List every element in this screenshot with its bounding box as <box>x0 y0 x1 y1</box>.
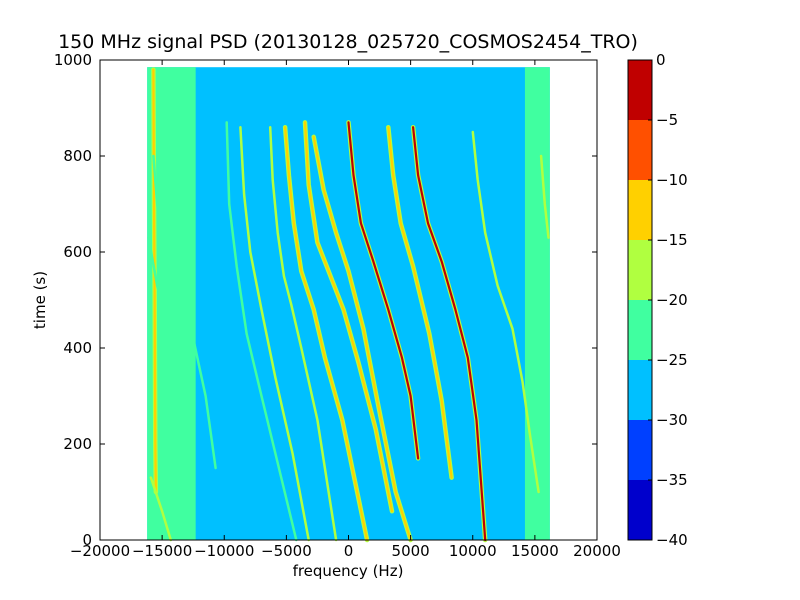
x-tick-label: −15000 <box>132 542 192 560</box>
y-tick-label: 0 <box>82 531 92 549</box>
signal-trace-13 <box>412 126 487 542</box>
signal-trace-4 <box>149 476 173 542</box>
signal-trace-3 <box>147 236 174 340</box>
x-tick-label: −10000 <box>194 542 254 560</box>
colorbar-tick-label: −35 <box>656 471 688 489</box>
y-tick-label: 400 <box>63 339 92 357</box>
colorbar-tick-label: 0 <box>656 51 666 69</box>
signal-trace-8 <box>284 126 369 542</box>
y-axis-label: time (s) <box>31 271 49 329</box>
colorbar-tick-label: −40 <box>656 531 688 549</box>
colorbar-segment <box>628 480 652 540</box>
colorbar-segment <box>628 360 652 420</box>
signal-trace-9 <box>303 121 394 513</box>
x-tick-label: 5000 <box>392 542 430 560</box>
x-tick-label: 0 <box>344 542 354 560</box>
colorbar-segment <box>628 180 652 240</box>
signal-trace-7 <box>268 125 338 542</box>
x-axis-label: frequency (Hz) <box>293 562 404 580</box>
x-tick-label: −20000 <box>70 542 130 560</box>
y-tick-label: 600 <box>63 243 92 261</box>
colorbar-tick-label: −30 <box>656 411 688 429</box>
heatmap-edge-band-2 <box>524 67 550 540</box>
y-axis: 0 200 400 600 800 1000 <box>54 51 597 549</box>
signal-trace-11 <box>347 121 420 460</box>
heatmap-area <box>147 67 550 543</box>
colorbar-segment <box>628 300 652 360</box>
signal-trace-12 <box>387 126 453 479</box>
colorbar-segment <box>628 60 652 120</box>
signal-trace-14 <box>471 130 540 494</box>
x-tick-label: 10000 <box>449 542 497 560</box>
x-axis: −20000 −15000 −10000 −5000 0 5000 10000 15000 20… <box>70 60 621 560</box>
x-tick-label: 15000 <box>511 542 559 560</box>
colorbar: 0 −5 −10 −15 −20 −25 −30 −35 −40 <box>628 51 688 549</box>
colorbar-segment <box>628 120 652 180</box>
colorbar-tick-label: −5 <box>656 111 678 129</box>
signal-trace-10 <box>312 135 412 542</box>
signal-trace-5 <box>225 121 298 542</box>
y-tick-label: 200 <box>63 435 92 453</box>
colorbar-segment <box>628 240 652 300</box>
signal-trace-15 <box>539 154 550 239</box>
colorbar-tick-label: −15 <box>656 231 688 249</box>
chart-title: 150 MHz signal PSD (20130128_025720_COSM… <box>58 31 638 53</box>
x-tick-label: −5000 <box>261 542 312 560</box>
colorbar-tick-label: −20 <box>656 291 688 309</box>
y-tick-label: 800 <box>63 147 92 165</box>
signal-trace-2 <box>152 154 217 470</box>
x-tick-label: 20000 <box>573 542 621 560</box>
colorbar-segment <box>628 420 652 480</box>
colorbar-frame <box>627 59 653 541</box>
signal-trace-6 <box>239 125 310 542</box>
colorbar-tick-label: −25 <box>656 351 688 369</box>
colorbar-tick-label: −10 <box>656 171 688 189</box>
y-tick-label: 1000 <box>54 51 92 69</box>
